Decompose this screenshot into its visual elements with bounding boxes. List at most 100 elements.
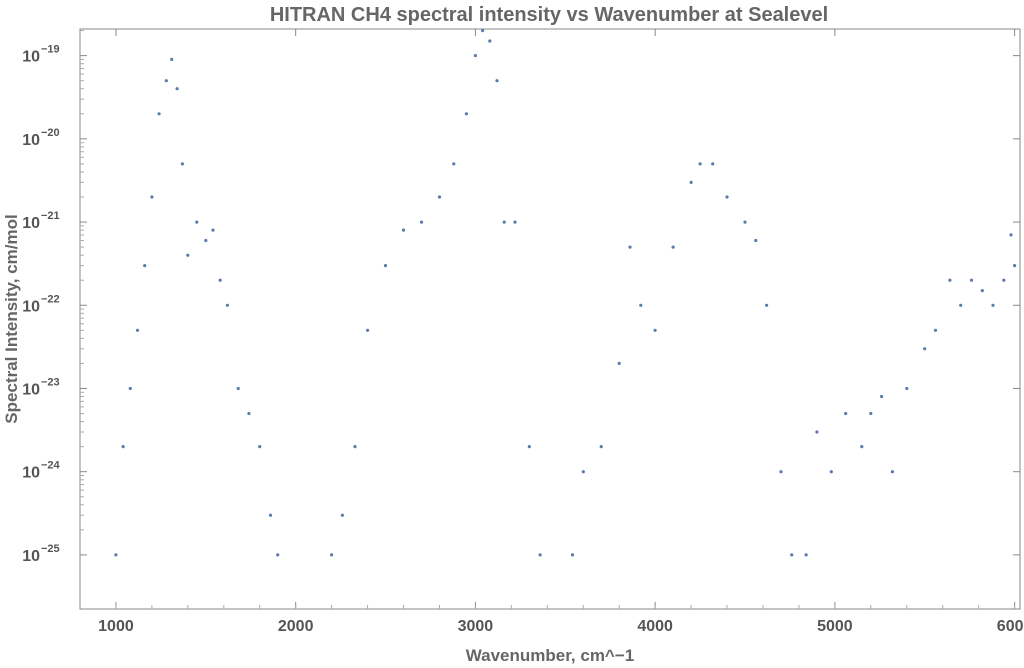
data-point [969,278,974,282]
scatter-marks [114,29,1017,557]
data-point [905,386,909,391]
data-point [804,553,808,557]
y-tick-exponent: −19 [41,44,60,56]
data-point [437,195,442,199]
data-point [236,386,240,391]
data-point [933,328,938,332]
x-tick-label: 5000 [817,618,853,635]
data-point [991,303,995,307]
data-point [268,513,273,517]
data-point [890,470,895,474]
data-point [150,195,154,199]
data-point [353,445,357,449]
data-point [1009,233,1013,237]
data-point [538,553,542,557]
data-point [473,54,477,58]
y-tick-exponent: −21 [41,210,60,222]
data-point [175,87,179,91]
y-tick-label: 10 [22,298,40,315]
data-point [959,303,963,307]
data-point [121,445,125,449]
data-point [1002,278,1006,282]
data-point [527,445,531,449]
data-point [330,553,334,557]
data-point [743,220,747,224]
y-tick-label: 10 [22,215,40,232]
y-tick-exponent: −20 [41,127,60,139]
data-point [464,112,468,116]
data-point [204,238,208,243]
data-point [401,228,406,232]
y-tick-label: 10 [22,49,40,66]
data-point [164,79,168,83]
data-point [765,303,769,307]
data-point [844,411,848,416]
data-point [258,445,262,449]
data-point [276,553,280,557]
y-tick-label: 10 [22,132,40,149]
data-point [143,264,147,268]
data-point [698,162,702,166]
data-point [502,220,506,224]
data-point [869,411,873,416]
data-point [570,553,575,557]
data-point [128,386,132,391]
data-point [481,29,485,33]
x-tick-label: 6000 [997,618,1024,635]
data-point [628,245,632,249]
data-point [114,553,118,557]
x-tick-label: 1000 [98,618,134,635]
data-point [639,303,643,307]
data-point [617,361,621,365]
data-point [790,553,794,557]
x-tick-label: 2000 [278,618,314,635]
x-axis-label: Wavenumber, cm^−1 [466,646,635,665]
data-point [653,328,657,332]
data-point [980,289,984,293]
chart-title: HITRAN CH4 spectral intensity vs Wavenum… [270,4,828,26]
data-point [495,79,499,83]
data-point [366,328,370,332]
data-point [419,220,424,224]
x-axis: 1000 2000 3000 4000 5000 6000 [98,29,1024,635]
data-point [923,347,927,351]
data-point [948,278,952,282]
data-point [513,220,517,224]
y-tick-exponent: −24 [41,460,61,472]
x-tick-label: 4000 [637,618,673,635]
data-point [488,39,492,43]
y-axis-label: Spectral Intensity, cm/mol [2,214,21,423]
data-point [581,470,585,474]
plot-frame [79,28,1021,610]
data-point [195,220,199,224]
data-point [671,245,675,249]
x-tick-label: 3000 [458,618,494,635]
data-point [725,195,729,199]
data-point [860,445,864,449]
data-point [170,57,174,62]
y-tick-exponent: −25 [41,543,60,555]
data-point [599,445,603,449]
data-point [218,278,222,282]
data-point [247,411,251,416]
data-point [711,162,715,166]
y-tick-label: 10 [22,381,40,398]
data-point [779,470,783,474]
data-point [452,162,456,166]
data-point [135,328,140,332]
y-tick-exponent: −23 [41,376,60,388]
data-point [815,430,819,434]
data-point [180,162,184,166]
data-point [157,112,161,116]
data-point [211,228,215,232]
y-tick-label: 10 [22,548,40,565]
data-point [754,238,758,243]
data-point [340,513,344,517]
data-point [383,264,388,268]
data-point [225,303,229,307]
y-tick-exponent: −22 [41,293,60,305]
data-point [186,253,190,257]
y-tick-label: 10 [22,465,40,482]
